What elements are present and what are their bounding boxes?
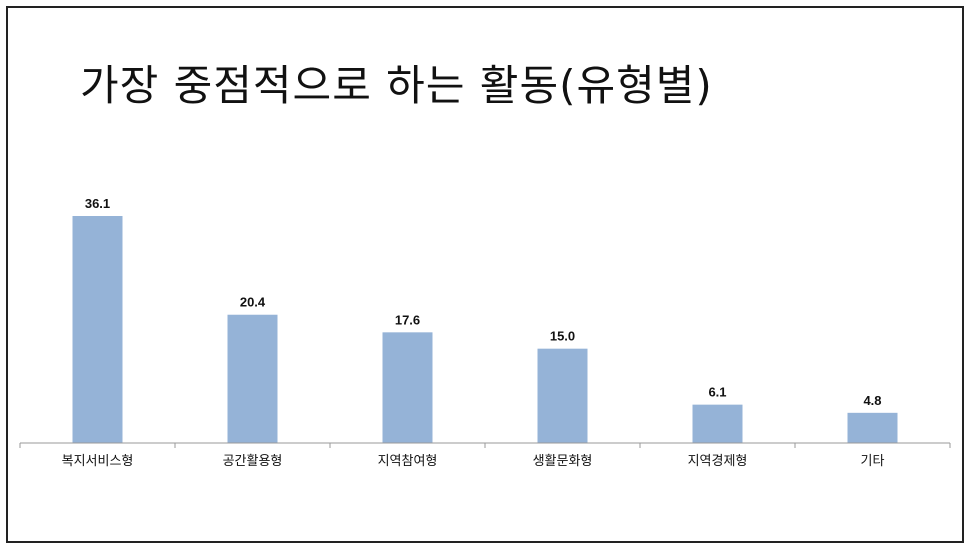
bars-group: [72, 216, 898, 443]
chart-title: 가장 중점적으로 하는 활동(유형별): [80, 61, 713, 110]
category-label-3: 생활문화형: [533, 454, 593, 469]
data-label-4: 6.1: [708, 385, 726, 400]
bar-1: [227, 314, 278, 443]
category-label-1: 공간활용형: [223, 454, 283, 469]
x-axis-ticks: [19, 443, 951, 448]
bar-3: [537, 348, 588, 443]
data-label-5: 4.8: [863, 393, 881, 408]
bar-5: [847, 412, 898, 443]
data-label-3: 15.0: [550, 329, 575, 344]
category-label-4: 지역경제형: [688, 454, 748, 469]
x-axis-tick-labels: 복지서비스형 공간활용형 지역참여형 생활문화형 지역경제형 기타: [62, 454, 885, 469]
data-label-2: 17.6: [395, 312, 420, 327]
bar-4: [692, 404, 743, 443]
bar-0: [72, 216, 123, 443]
data-labels-group: 36.1 20.4 17.6 15.0 6.1 4.8: [85, 196, 882, 408]
data-label-1: 20.4: [240, 295, 266, 310]
bar-2: [382, 332, 433, 443]
data-label-0: 36.1: [85, 196, 110, 211]
chart-frame: [6, 6, 964, 543]
category-label-0: 복지서비스형: [62, 454, 134, 469]
category-label-5: 기타: [861, 454, 885, 469]
category-label-2: 지역참여형: [378, 454, 438, 469]
